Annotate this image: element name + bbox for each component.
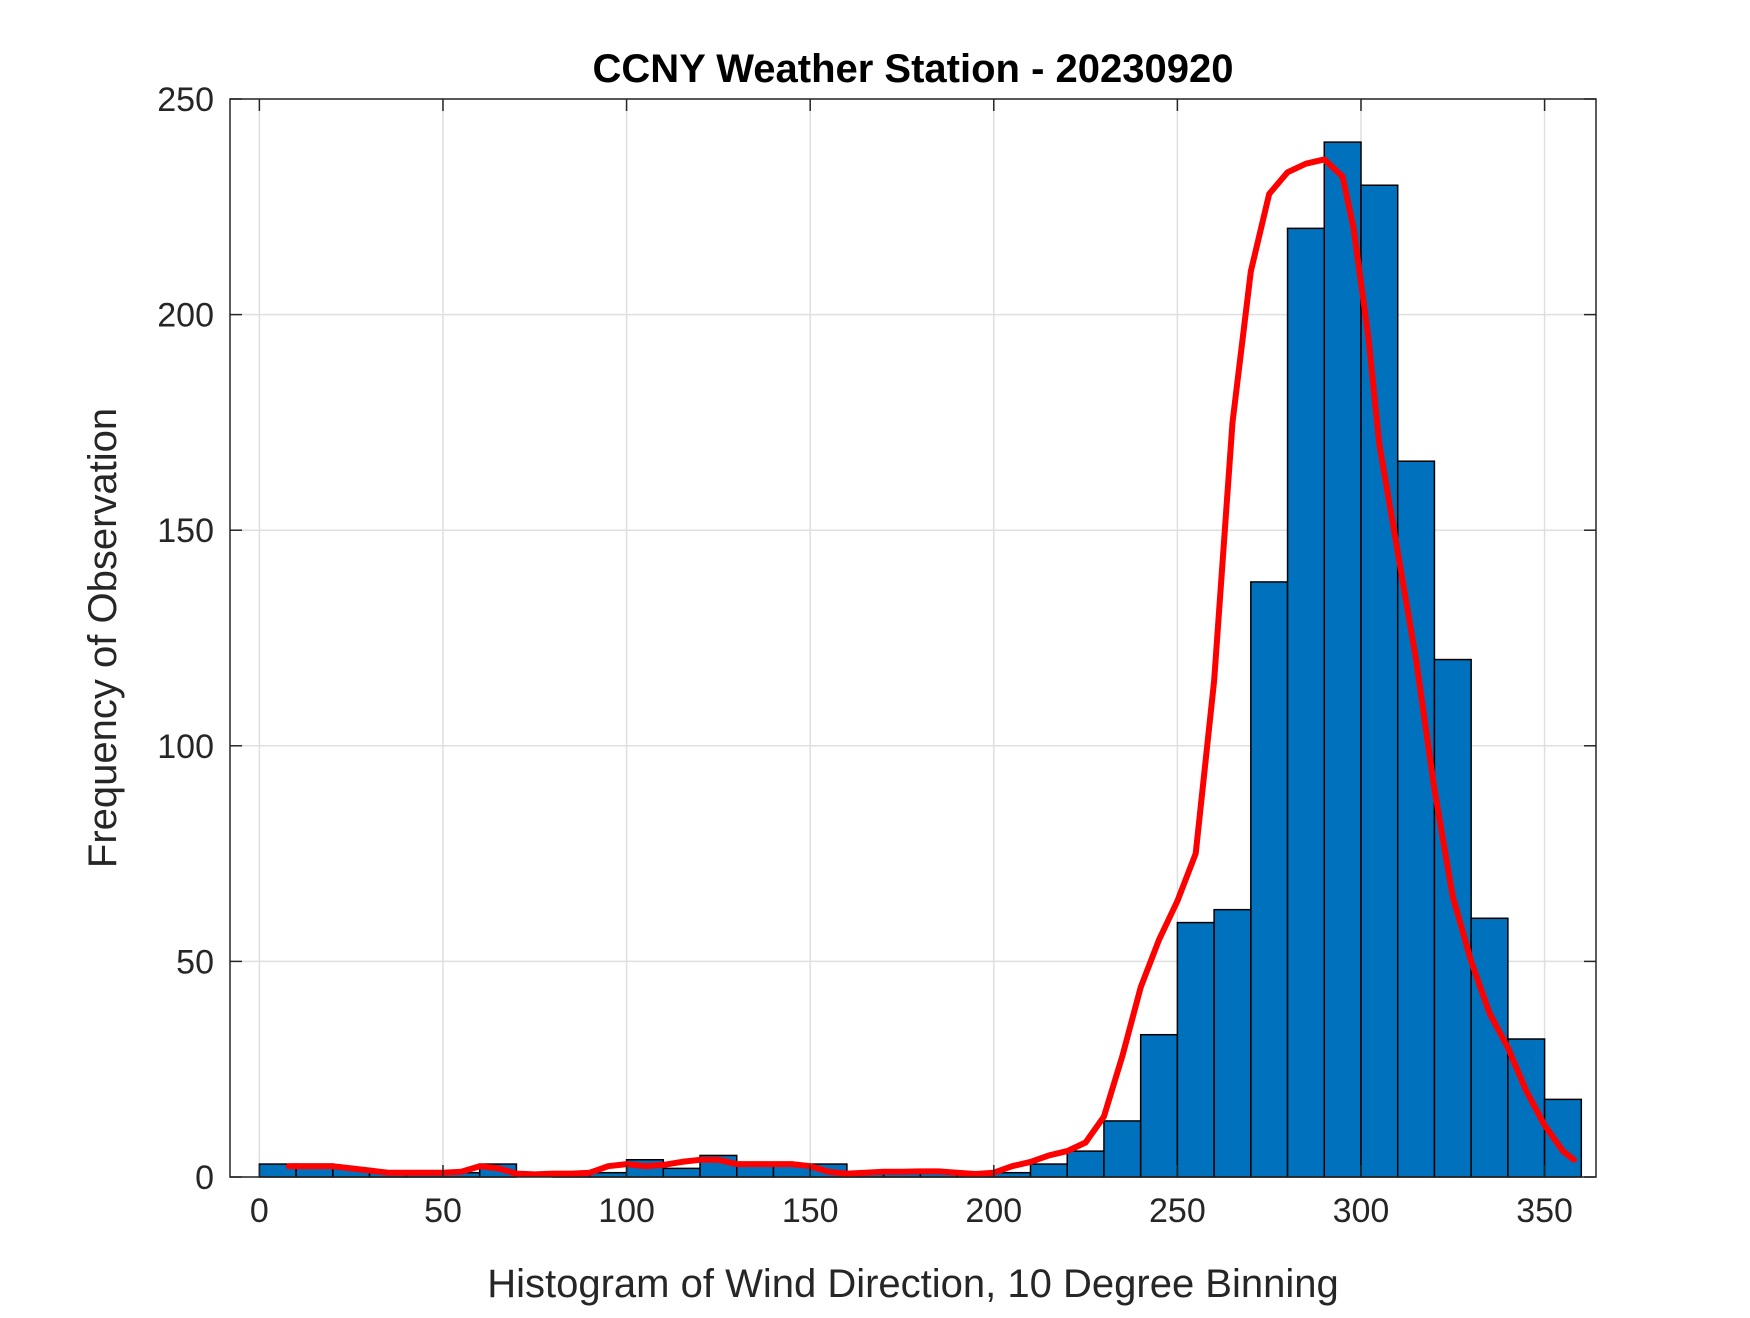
histogram-bar — [1433, 658, 1472, 1178]
x-tick-label: 0 — [250, 1192, 269, 1230]
plot-frame — [229, 98, 1597, 1178]
x-tick-labels: 0 50 100 150 200 250 300 350 — [250, 1192, 1573, 1230]
y-tick-label: 200 — [157, 297, 214, 335]
histogram-bar — [1213, 908, 1252, 1178]
fit-curve-line — [285, 156, 1577, 1178]
histogram-bar — [1103, 1120, 1142, 1178]
x-axis-label: Histogram of Wind Direction, 10 Degree B… — [487, 1262, 1339, 1306]
y-tick-label: 0 — [195, 1159, 214, 1197]
y-axis-label: Frequency of Observation — [81, 408, 125, 868]
histogram-bar — [662, 1167, 701, 1178]
y-tick-labels: 0 50 100 150 200 250 — [157, 81, 214, 1197]
histogram-bar — [1250, 581, 1289, 1178]
x-tick-label: 350 — [1516, 1192, 1573, 1230]
histogram-bar — [1066, 1150, 1105, 1178]
fit-curve-layer — [285, 156, 1577, 1178]
y-tick-label: 150 — [157, 512, 214, 550]
chart-title: CCNY Weather Station - 20230920 — [593, 47, 1234, 91]
histogram-bar — [1029, 1163, 1068, 1178]
y-tick-label: 100 — [157, 728, 214, 766]
y-tick-label: 250 — [157, 81, 214, 119]
x-tick-label: 100 — [598, 1192, 655, 1230]
x-tick-label: 300 — [1333, 1192, 1390, 1230]
histogram-bar — [1323, 141, 1362, 1178]
histogram-bar — [1139, 1033, 1179, 1178]
histogram-bar — [1286, 227, 1326, 1178]
x-tick-label: 150 — [782, 1192, 839, 1230]
y-tick-label: 50 — [176, 943, 214, 981]
histogram-bar — [1543, 1098, 1583, 1178]
axis-ticks — [230, 98, 1596, 1178]
x-tick-label: 200 — [965, 1192, 1022, 1230]
histogram-bar — [1176, 921, 1215, 1178]
histogram-bar — [1470, 917, 1509, 1178]
x-tick-label: 250 — [1149, 1192, 1206, 1230]
x-tick-label: 50 — [424, 1192, 462, 1230]
